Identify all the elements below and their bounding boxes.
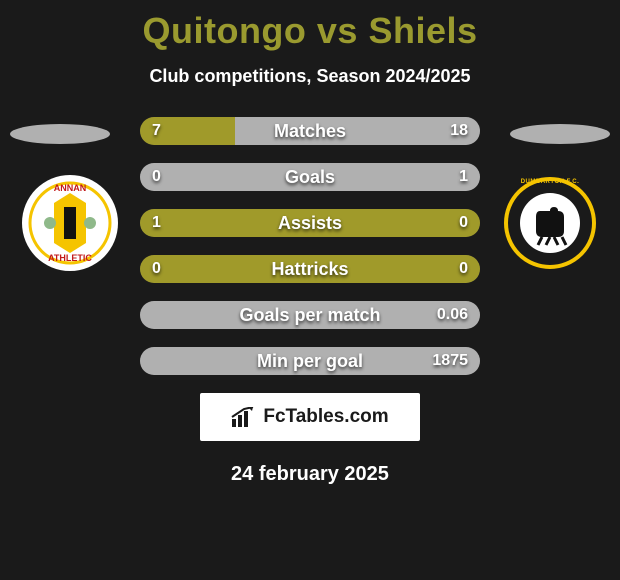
left-team-crest: ANNAN ATHLETIC — [20, 173, 120, 273]
left-crest-graphic: ANNAN ATHLETIC — [20, 173, 120, 273]
stat-row: Goals0 1 — [140, 163, 480, 191]
stat-value-left: 7 — [152, 117, 161, 145]
comparison-panel: ANNAN ATHLETIC DUMBARTON F.C. Matches7 18… — [0, 117, 620, 375]
page-title: Quitongo vs Shiels — [0, 0, 620, 52]
stat-value-right: 1 — [459, 163, 468, 191]
stat-label: Goals — [140, 163, 480, 191]
brand-box[interactable]: FcTables.com — [200, 393, 420, 441]
left-team-ellipse — [10, 124, 110, 144]
stat-value-right: 0 — [459, 255, 468, 283]
stat-value-left: 0 — [152, 163, 161, 191]
brand-text: FcTables.com — [263, 406, 388, 428]
stat-label: Goals per match — [140, 301, 480, 329]
stat-value-right: 18 — [450, 117, 468, 145]
stat-row: Min per goal1875 — [140, 347, 480, 375]
brand-chart-icon — [231, 407, 257, 427]
right-team-ellipse — [510, 124, 610, 144]
subtitle: Club competitions, Season 2024/2025 — [0, 66, 620, 87]
left-crest-text-bottom: ATHLETIC — [20, 253, 120, 263]
left-crest-text-top: ANNAN — [20, 183, 120, 193]
stat-label: Hattricks — [140, 255, 480, 283]
right-crest-svg — [500, 173, 600, 273]
stat-row: Goals per match0.06 — [140, 301, 480, 329]
right-crest-graphic: DUMBARTON F.C. — [500, 173, 600, 273]
stat-value-right: 0.06 — [437, 301, 468, 329]
stat-row: Matches7 18 — [140, 117, 480, 145]
stat-label: Matches — [140, 117, 480, 145]
stat-value-right: 0 — [459, 209, 468, 237]
stat-value-left: 1 — [152, 209, 161, 237]
stat-label: Min per goal — [140, 347, 480, 375]
date-label: 24 february 2025 — [0, 463, 620, 486]
stat-value-left: 0 — [152, 255, 161, 283]
stat-label: Assists — [140, 209, 480, 237]
stat-row: Hattricks0 0 — [140, 255, 480, 283]
stat-row: Assists1 0 — [140, 209, 480, 237]
right-crest-text-top: DUMBARTON F.C. — [500, 179, 600, 185]
stat-value-right: 1875 — [432, 347, 468, 375]
right-team-crest: DUMBARTON F.C. — [500, 173, 600, 273]
